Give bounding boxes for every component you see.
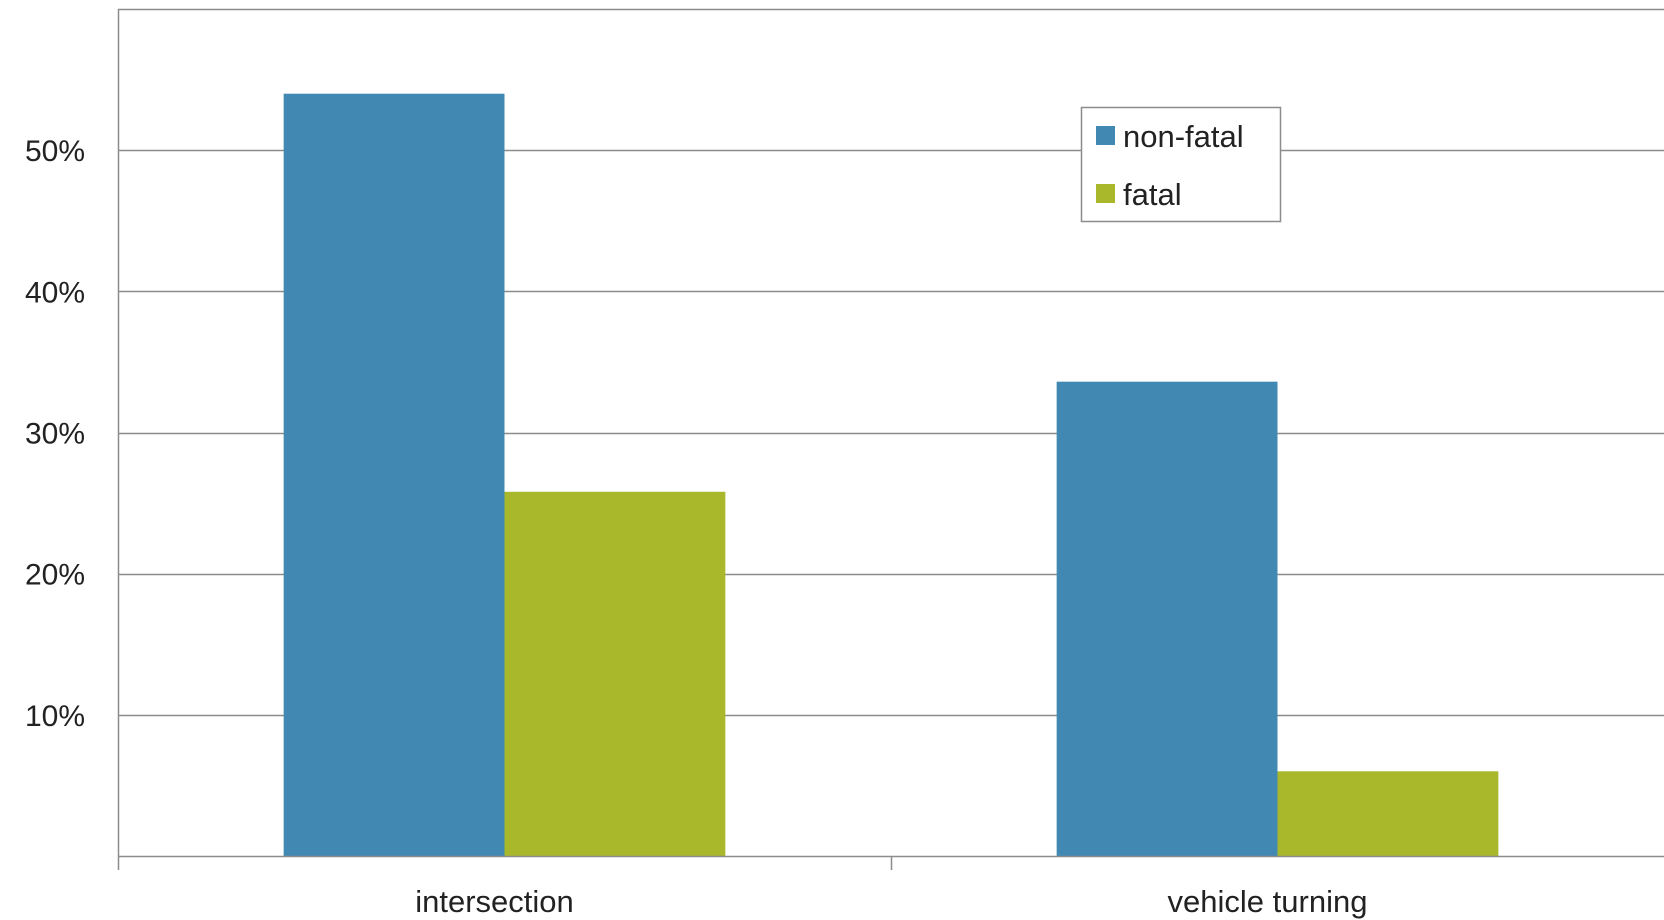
y-tick-label: 30%	[25, 418, 85, 451]
bar-non-fatal-vehicle-turning	[1056, 381, 1278, 856]
legend-swatch-fatal	[1096, 184, 1115, 203]
axes	[117, 9, 1664, 870]
bar-fatal-intersection	[504, 491, 726, 856]
y-tick-labels: 10% 20% 30% 40% 50%	[25, 135, 85, 733]
x-category-labels: intersection vehicle turning	[415, 884, 1367, 919]
y-tick-label: 10%	[25, 700, 85, 733]
legend-label-non-fatal: non-fatal	[1123, 119, 1244, 154]
bar-non-fatal-intersection	[283, 93, 505, 856]
y-tick-label: 50%	[25, 135, 85, 168]
y-tick-label: 40%	[25, 276, 85, 309]
legend-label-fatal: fatal	[1123, 177, 1182, 212]
legend: non-fatal fatal	[1080, 106, 1282, 223]
x-category-label: vehicle turning	[1168, 884, 1368, 919]
bars	[283, 93, 1499, 856]
legend-swatch-non-fatal	[1096, 126, 1115, 145]
bar-fatal-vehicle-turning	[1277, 771, 1499, 856]
y-tick-label: 20%	[25, 559, 85, 592]
x-category-label: intersection	[415, 884, 574, 919]
